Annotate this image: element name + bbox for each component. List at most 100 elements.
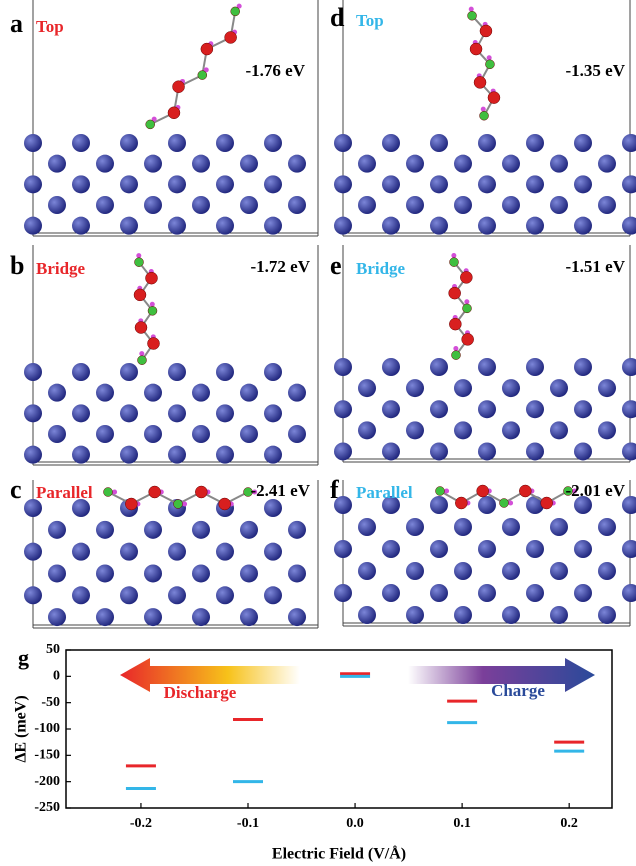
metal-atom: [622, 217, 636, 235]
metal-atom: [382, 217, 400, 235]
panel-letter: f: [330, 475, 339, 504]
y-tick-label: -50: [41, 695, 60, 710]
metal-atom: [358, 196, 376, 214]
metal-atom: [406, 421, 424, 439]
metal-atom: [454, 518, 472, 536]
panel-label: Parallel: [36, 483, 93, 502]
panel-letter: g: [18, 645, 29, 670]
panel-label: Top: [36, 17, 64, 36]
c-atom: [148, 306, 157, 315]
h-atom: [112, 490, 117, 495]
metal-atom: [96, 608, 114, 626]
o-atom: [168, 107, 180, 119]
metal-atom: [48, 196, 66, 214]
metal-atom: [574, 358, 592, 376]
metal-atom: [382, 400, 400, 418]
o-atom: [195, 486, 207, 498]
metal-atom: [120, 404, 138, 422]
metal-atom: [264, 175, 282, 193]
o-atom: [225, 31, 237, 43]
x-tick-label: -0.1: [237, 816, 259, 831]
metal-atom: [288, 155, 306, 173]
metal-atom: [598, 518, 616, 536]
h-atom: [453, 346, 458, 351]
metal-atom: [478, 584, 496, 602]
metal-atom: [574, 400, 592, 418]
metal-atom: [550, 606, 568, 624]
metal-atom: [168, 217, 186, 235]
metal-atom: [24, 363, 42, 381]
metal-atom: [382, 175, 400, 193]
panel-letter: c: [10, 475, 22, 504]
h-atom: [487, 55, 492, 60]
metal-atom: [430, 175, 448, 193]
metal-atom: [72, 363, 90, 381]
metal-atom: [478, 217, 496, 235]
c-atom: [436, 487, 445, 496]
x-tick-label: 0.2: [560, 816, 578, 831]
metal-atom: [574, 134, 592, 152]
panel-label: Bridge: [356, 259, 406, 278]
metal-atom: [72, 175, 90, 193]
x-tick-label: 0.0: [346, 816, 364, 831]
structures: aTop-1.76 eVbBridge-1.72 eVcParallel-2.4…: [10, 0, 636, 628]
metal-atom: [240, 521, 258, 539]
bond: [150, 11, 235, 124]
y-tick-label: -150: [34, 748, 60, 763]
metal-atom: [406, 562, 424, 580]
metal-atom: [48, 425, 66, 443]
metal-atom: [358, 606, 376, 624]
metal-atom: [526, 442, 544, 460]
metal-atom: [96, 384, 114, 402]
y-tick-label: -200: [34, 774, 60, 789]
metal-atom: [478, 442, 496, 460]
metal-atom: [24, 446, 42, 464]
metal-atom: [216, 586, 234, 604]
metal-atom: [24, 404, 42, 422]
h-atom: [469, 7, 474, 12]
metal-atom: [96, 155, 114, 173]
metal-atom: [48, 608, 66, 626]
metal-atom: [192, 196, 210, 214]
o-atom: [488, 92, 500, 104]
o-atom: [460, 271, 472, 283]
metal-atom: [288, 564, 306, 582]
o-atom: [219, 498, 231, 510]
c-atom: [480, 111, 489, 120]
metal-atom: [288, 196, 306, 214]
metal-atom: [24, 134, 42, 152]
metal-atom: [192, 564, 210, 582]
metal-atom: [454, 155, 472, 173]
c-atom: [468, 11, 477, 20]
o-atom: [173, 81, 185, 93]
metal-atom: [288, 425, 306, 443]
metal-atom: [622, 584, 636, 602]
o-atom: [449, 318, 461, 330]
metal-atom: [598, 421, 616, 439]
metal-atom: [430, 217, 448, 235]
y-tick-label: -100: [34, 721, 60, 736]
c-atom: [231, 7, 240, 16]
c-atom: [135, 258, 144, 267]
metal-atom: [120, 134, 138, 152]
metal-atom: [382, 134, 400, 152]
metal-atom: [502, 196, 520, 214]
metal-atom: [430, 358, 448, 376]
metal-atom: [550, 562, 568, 580]
energy-label: -1.76 eV: [246, 61, 306, 80]
metal-atom: [358, 562, 376, 580]
chart-g: Discharge Charge g Electric Field (V/Å) …: [13, 642, 612, 862]
metal-atom: [144, 521, 162, 539]
metal-atom: [120, 363, 138, 381]
metal-atom: [264, 586, 282, 604]
metal-atom: [334, 358, 352, 376]
metal-atom: [288, 384, 306, 402]
metal-atom: [264, 217, 282, 235]
metal-atom: [216, 363, 234, 381]
panel-letter: e: [330, 251, 342, 280]
h-atom: [139, 351, 144, 356]
x-tick-label: -0.2: [130, 816, 152, 831]
metal-atom: [622, 358, 636, 376]
o-atom: [134, 289, 146, 301]
energy-label: -1.51 eV: [566, 257, 626, 276]
